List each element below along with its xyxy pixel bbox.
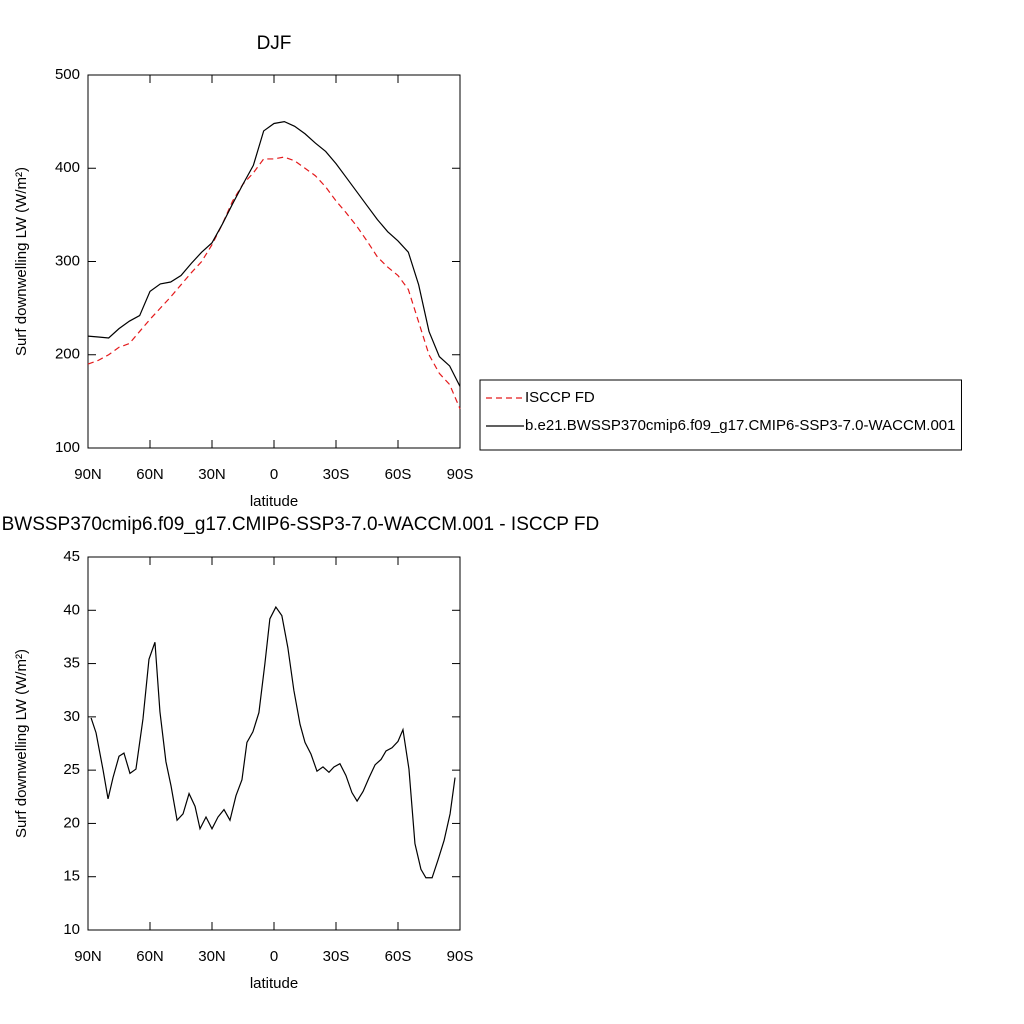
data-line [87,156,461,410]
legend-frame [479,379,962,451]
y-tick-label: 30 [63,708,80,725]
y-tick-label: 20 [63,814,80,831]
y-axis-label: Surf downwelling LW (W/m²) [13,649,30,838]
y-tick-label: 10 [63,921,80,938]
x-tick-label: 30N [198,948,226,965]
y-axis-label: Surf downwelling LW (W/m²) [13,167,30,356]
x-tick-label: 90N [74,466,102,483]
y-tick-label: 200 [55,346,80,363]
x-tick-label: 90S [447,466,474,483]
legend-label: b.e21.BWSSP370cmip6.f09_g17.CMIP6-SSP3-7… [525,417,955,434]
x-tick-label: 90N [74,948,102,965]
y-tick-label: 35 [63,655,80,672]
x-tick-label: 60N [136,466,164,483]
y-tick-label: 15 [63,868,80,885]
x-tick-label: 90S [447,948,474,965]
chart-title: DJF [257,33,292,54]
legend-label: ISCCP FD [525,389,595,406]
x-tick-label: 60S [385,466,412,483]
plot-frame [87,74,461,449]
x-axis-label: latitude [250,493,298,510]
x-axis-label: latitude [250,975,298,992]
y-tick-label: 400 [55,159,80,176]
x-tick-label: 30S [323,466,350,483]
y-tick-label: 100 [55,439,80,456]
data-line [90,605,456,879]
plot-frame [87,556,461,931]
y-tick-label: 500 [55,66,80,83]
x-tick-label: 0 [270,948,278,965]
x-tick-label: 30N [198,466,226,483]
chart-title: b.e21.BWSSP370cmip6.f09_g17.CMIP6-SSP3-7… [0,514,599,535]
x-tick-label: 60N [136,948,164,965]
x-tick-label: 60S [385,948,412,965]
x-tick-label: 0 [270,466,278,483]
y-tick-label: 40 [63,601,80,618]
y-tick-label: 25 [63,761,80,778]
data-line [87,121,461,387]
x-tick-label: 30S [323,948,350,965]
y-tick-label: 300 [55,252,80,269]
y-tick-label: 45 [63,548,80,565]
legend: ISCCP FD b.e21.BWSSP370cmip6.f09_g17.CMIP… [479,379,962,451]
